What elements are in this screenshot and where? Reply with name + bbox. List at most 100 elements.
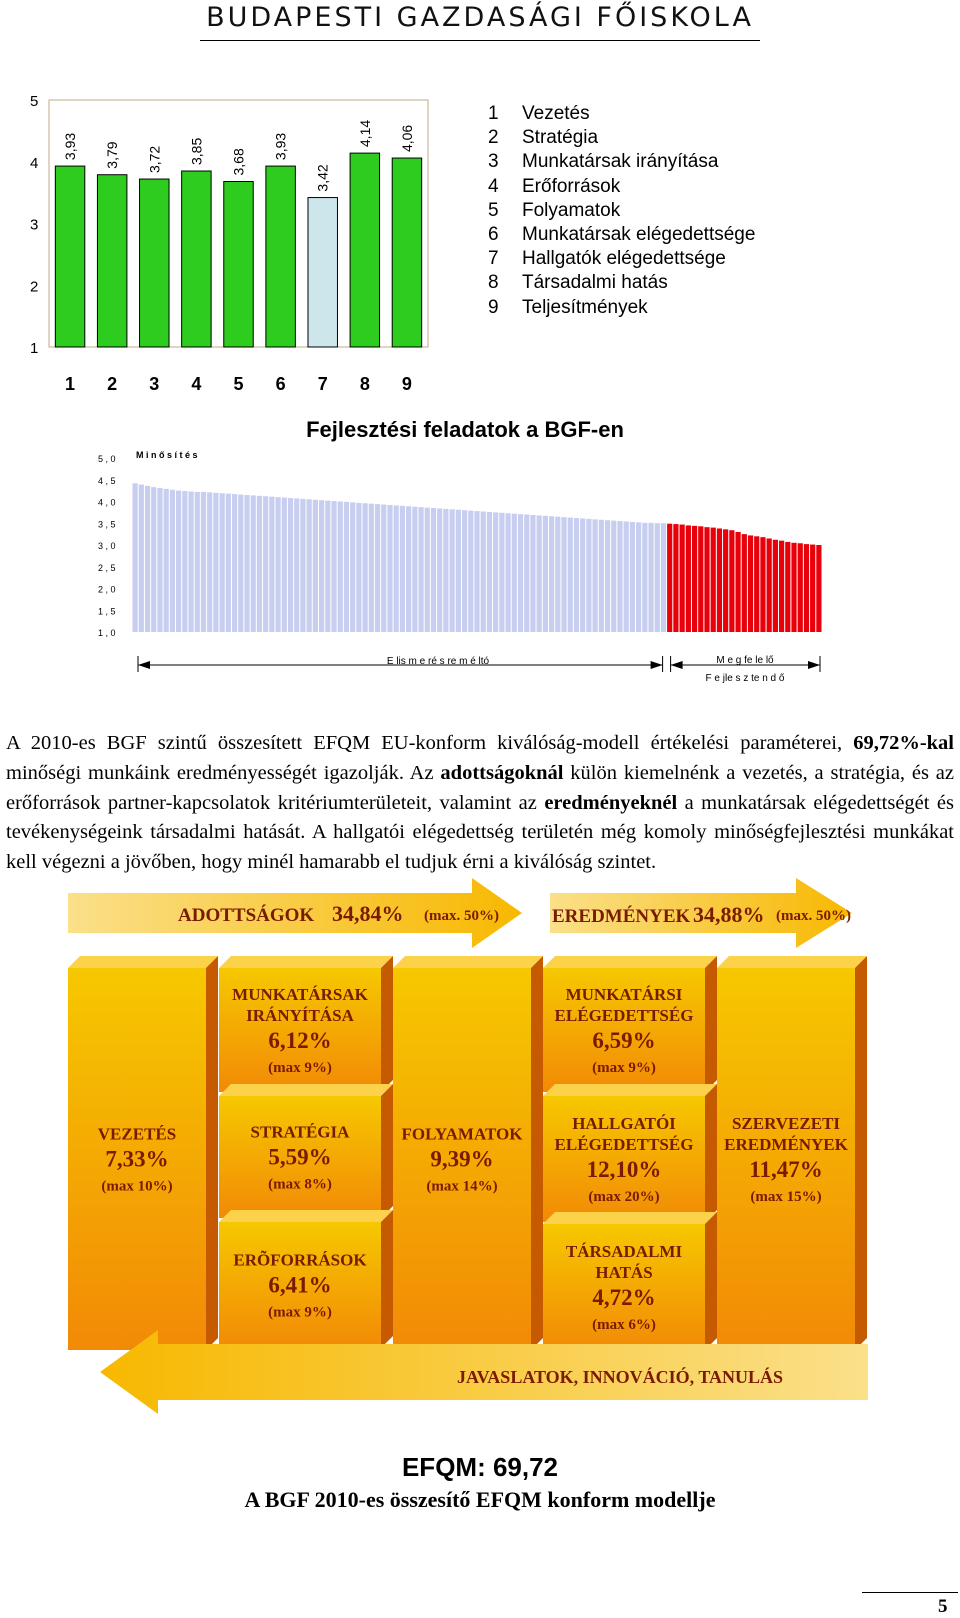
red-bar bbox=[691, 525, 698, 632]
red-bar bbox=[772, 539, 778, 632]
red-bar bbox=[673, 524, 679, 632]
box-side-face bbox=[705, 956, 717, 1092]
green-bar bbox=[362, 503, 368, 632]
enablers-value: 34,84% bbox=[332, 901, 404, 926]
box-max: (max 20%) bbox=[588, 1189, 659, 1205]
bar-value-label: 3,72 bbox=[146, 146, 162, 173]
x-tick-label: 9 bbox=[402, 374, 412, 394]
legend-item-number: 8 bbox=[488, 272, 499, 294]
box-max: (max 14%) bbox=[426, 1179, 497, 1195]
box-top-face bbox=[543, 956, 717, 968]
box-front-face bbox=[393, 968, 531, 1350]
green-bar bbox=[200, 491, 207, 632]
green-bar bbox=[163, 488, 169, 632]
green-bar bbox=[263, 496, 269, 632]
y-tick-label: 5 bbox=[30, 93, 38, 110]
y-tick-label: 1 bbox=[30, 340, 38, 357]
green-bar bbox=[356, 502, 362, 632]
green-bar bbox=[654, 523, 660, 632]
green-bar bbox=[480, 511, 486, 632]
green-bar bbox=[343, 501, 350, 632]
paragraph-bold-score: 69,72%-kal bbox=[853, 732, 954, 754]
green-bar bbox=[312, 499, 318, 632]
box-max: (max 6%) bbox=[592, 1317, 656, 1333]
green-bar bbox=[169, 489, 176, 632]
red-bar bbox=[803, 544, 810, 632]
legend-item-label: Munkatársak elégedettsége bbox=[522, 224, 756, 246]
red-bar bbox=[766, 538, 772, 632]
bar-value-label: 3,79 bbox=[104, 141, 120, 168]
criterion-box-munkatarsak-iranyitasa: MUNKATÁRSAK IRÁNYÍTÁSA 6,12% (max 9%) bbox=[219, 956, 393, 1092]
green-bar bbox=[182, 491, 188, 632]
green-bar bbox=[561, 517, 567, 632]
green-bar bbox=[424, 507, 430, 632]
header-rule bbox=[200, 40, 760, 41]
green-bar bbox=[238, 494, 244, 632]
learning-label: JAVASLATOK, INNOVÁCIÓ, TANULÁS bbox=[457, 1366, 783, 1387]
red-bar bbox=[778, 540, 785, 632]
green-bar bbox=[250, 495, 256, 632]
bracket-arrowhead bbox=[808, 661, 820, 669]
box-side-face bbox=[705, 1212, 717, 1350]
box-top-face bbox=[717, 956, 867, 968]
red-bar bbox=[667, 523, 673, 632]
y-tick-label: 2 , 0 bbox=[98, 585, 116, 595]
series-label: M i n ő s í t é s bbox=[136, 450, 198, 460]
bracket-arrowhead bbox=[670, 661, 683, 669]
green-bar bbox=[505, 513, 511, 632]
red-bar bbox=[704, 527, 710, 632]
y-tick-label: 2 bbox=[30, 278, 38, 295]
bar-value-label: 3,68 bbox=[231, 148, 247, 175]
bar bbox=[96, 174, 128, 348]
green-bar bbox=[524, 514, 530, 632]
development-tasks-chart: Fejlesztési feladatok a BGF-en M i n ő s … bbox=[98, 417, 822, 684]
green-bar bbox=[648, 522, 654, 632]
x-tick-label: 5 bbox=[233, 374, 243, 394]
green-bar bbox=[660, 523, 667, 632]
box-label: MUNKATÁRSI bbox=[566, 985, 683, 1004]
x-tick-label: 7 bbox=[318, 374, 328, 394]
bar-value-label: 3,42 bbox=[315, 164, 331, 191]
green-bar bbox=[269, 496, 275, 632]
legend-item: 2 Stratégia bbox=[488, 126, 755, 150]
box-front-face bbox=[543, 1096, 705, 1222]
green-bar bbox=[331, 501, 337, 632]
green-bar bbox=[144, 485, 151, 632]
summary-paragraph: A 2010-es BGF szintű összesített EFQM EU… bbox=[6, 729, 954, 878]
green-bar bbox=[244, 494, 250, 632]
y-tick-label: 3 , 0 bbox=[98, 541, 116, 551]
green-bar bbox=[350, 502, 356, 632]
green-bar bbox=[573, 518, 580, 632]
green-bar bbox=[219, 493, 225, 632]
box-label: SZERVEZETI bbox=[732, 1114, 840, 1133]
red-bar bbox=[679, 524, 685, 632]
box-value: 6,12% bbox=[268, 1028, 331, 1053]
green-bar bbox=[555, 516, 561, 632]
green-bar bbox=[287, 498, 294, 632]
green-bar bbox=[368, 503, 374, 632]
legend-item-label: Folyamatok bbox=[522, 199, 621, 221]
green-bar bbox=[530, 514, 536, 632]
box-label: FOLYAMATOK bbox=[402, 1125, 524, 1144]
box-label: HATÁS bbox=[595, 1263, 652, 1282]
bracket-label: E lis m e ré s re m é ltó bbox=[387, 656, 490, 667]
green-bar bbox=[623, 521, 629, 632]
green-bar bbox=[412, 506, 418, 632]
green-bar bbox=[231, 494, 238, 632]
box-value: 7,33% bbox=[105, 1147, 168, 1172]
criterion-box-vezetes: VEZETÉS 7,33% (max 10%) bbox=[68, 956, 218, 1350]
green-bar bbox=[418, 507, 424, 632]
chart-title: Fejlesztési feladatok a BGF-en bbox=[306, 417, 624, 442]
green-bar bbox=[176, 490, 182, 632]
legend-item-number: 6 bbox=[488, 224, 499, 246]
red-bar bbox=[698, 526, 704, 632]
green-bar bbox=[387, 504, 393, 632]
green-bar bbox=[188, 491, 194, 632]
red-bar bbox=[797, 543, 803, 632]
box-top-face bbox=[543, 1212, 717, 1224]
results-value: 34,88% bbox=[693, 902, 765, 927]
box-top-face bbox=[393, 956, 543, 968]
box-value: 6,41% bbox=[268, 1273, 331, 1298]
red-bar bbox=[785, 541, 791, 632]
red-bar bbox=[685, 525, 691, 632]
